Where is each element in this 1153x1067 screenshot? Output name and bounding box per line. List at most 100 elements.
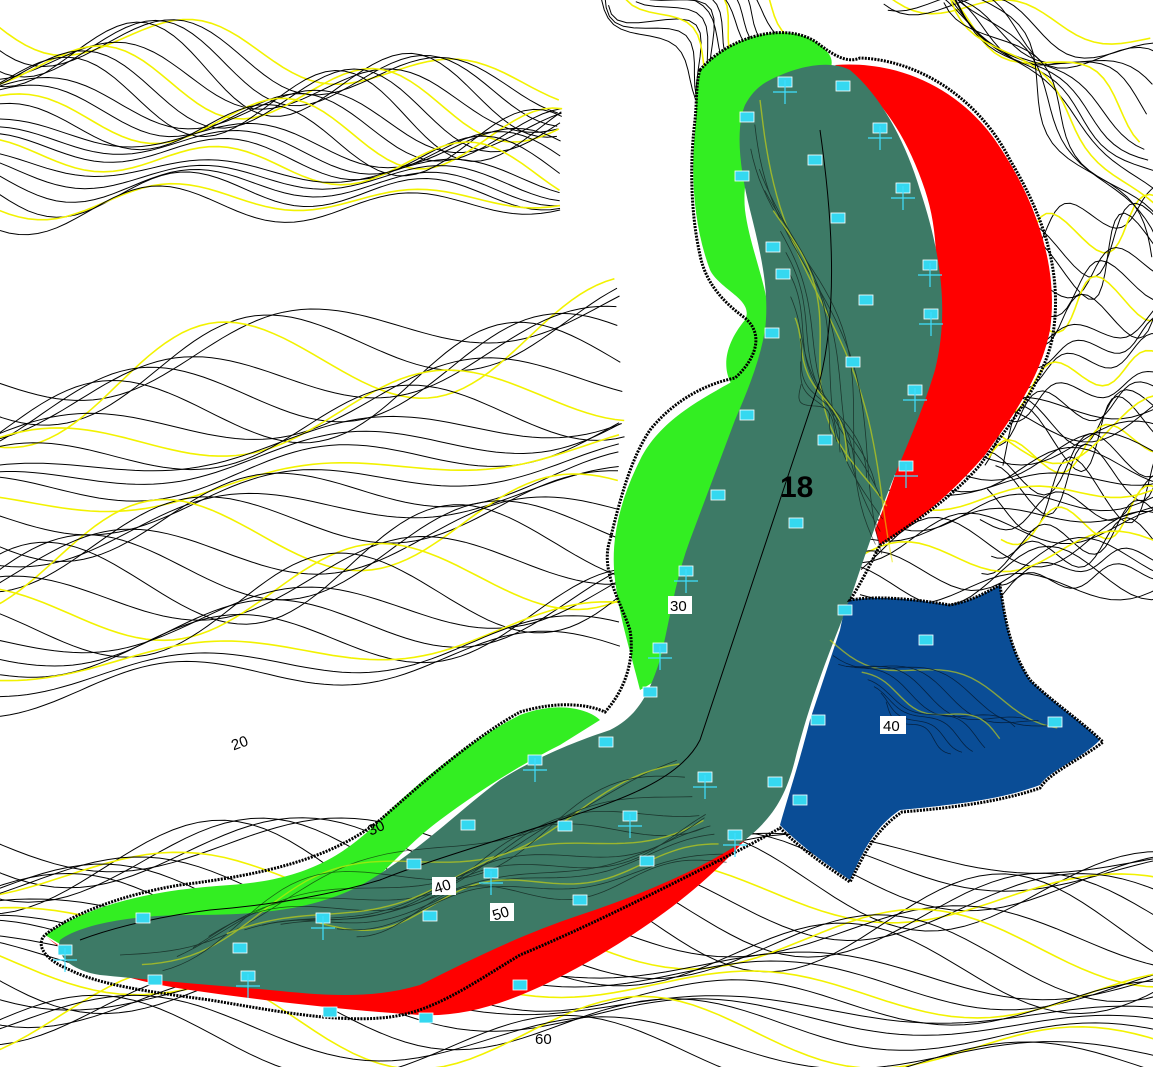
contour-line-minor xyxy=(873,686,973,752)
survey-marker xyxy=(639,855,655,867)
contour-label-30-upper: 30 xyxy=(668,596,692,615)
survey-marker xyxy=(858,294,874,306)
contour-line-minor xyxy=(867,679,986,749)
contour-line-minor xyxy=(800,361,838,442)
contour-line-minor xyxy=(772,210,888,507)
contour-line-minor xyxy=(226,819,704,935)
survey-marker xyxy=(817,434,833,446)
svg-text:20: 20 xyxy=(229,733,250,755)
contour-line-major xyxy=(950,0,1153,204)
survey-marker xyxy=(792,794,808,806)
contour-line-minor xyxy=(0,570,618,667)
survey-marker xyxy=(764,327,780,339)
contour-line-major xyxy=(0,600,619,682)
contour-label-20: 20 xyxy=(229,733,250,755)
contour-line-minor xyxy=(0,451,619,562)
contour-line-minor xyxy=(1001,370,1153,423)
contour-line-major xyxy=(0,93,563,170)
contour-line-minor xyxy=(0,321,621,444)
contour-line-minor xyxy=(991,499,1153,559)
contour-line-minor xyxy=(0,295,620,401)
contour-line-minor xyxy=(829,639,1058,729)
contour-line-minor xyxy=(119,760,677,956)
contour-line-minor xyxy=(994,381,1153,446)
survey-marker xyxy=(739,111,755,123)
survey-marker xyxy=(572,894,588,906)
contour-line-minor xyxy=(883,0,1153,59)
contour-line-major xyxy=(0,277,615,449)
survey-marker xyxy=(135,912,151,924)
svg-text:30: 30 xyxy=(365,817,387,839)
contour-line-minor xyxy=(0,535,623,621)
survey-markers xyxy=(53,76,1063,1024)
contour-line-major xyxy=(0,542,624,642)
contour-line-minor xyxy=(976,433,1153,496)
survey-marker xyxy=(767,776,783,788)
contour-line-minor xyxy=(0,504,624,625)
contour-line-minor xyxy=(759,99,894,563)
contour-line-minor xyxy=(860,511,1153,570)
contour-line-minor xyxy=(798,384,832,434)
contour-line-minor xyxy=(0,443,619,536)
contour-line-minor xyxy=(957,0,1153,233)
survey-marker xyxy=(322,1006,338,1018)
inner-contours xyxy=(119,99,1058,972)
contour-line-minor xyxy=(1001,547,1153,586)
contour-line-minor xyxy=(162,775,685,972)
contour-line-major xyxy=(891,0,1151,45)
svg-text:60: 60 xyxy=(535,1031,552,1048)
survey-marker xyxy=(734,170,750,182)
contour-line-minor xyxy=(943,2,1153,213)
contour-line-minor xyxy=(0,630,621,717)
contour-line-minor xyxy=(0,162,560,202)
contour-line-minor xyxy=(0,994,1144,1067)
contour-line-minor xyxy=(0,579,620,654)
contour-line-major xyxy=(0,434,620,513)
survey-marker xyxy=(837,604,853,616)
contour-line-minor xyxy=(0,19,559,114)
contour-line-minor xyxy=(0,171,561,218)
dark-green-floor xyxy=(59,64,943,995)
contour-line-minor xyxy=(880,692,963,753)
contour-line-minor xyxy=(954,0,1153,189)
survey-marker xyxy=(788,517,804,529)
green-fill-zone-southwest xyxy=(45,707,600,950)
survey-marker xyxy=(710,489,726,501)
svg-text:50: 50 xyxy=(490,903,511,924)
contour-line-major xyxy=(0,182,561,221)
svg-text:40: 40 xyxy=(432,876,453,897)
contour-line-minor xyxy=(858,545,1153,607)
survey-marker xyxy=(598,736,614,748)
survey-marker xyxy=(512,979,528,991)
contour-line-minor xyxy=(859,493,1153,532)
contour-line-major xyxy=(1000,484,1153,546)
contour-line-minor xyxy=(887,0,1153,69)
contour-line-minor xyxy=(0,423,621,485)
survey-marker xyxy=(775,268,791,280)
contour-line-minor xyxy=(754,124,883,555)
contour-line-minor xyxy=(861,509,1153,564)
contour-line-minor xyxy=(0,102,563,177)
contour-line-minor xyxy=(861,671,1001,740)
contour-line-minor xyxy=(0,185,561,236)
contour-line-minor xyxy=(356,859,727,938)
contour-line-minor xyxy=(860,506,1153,542)
contour-line-minor xyxy=(0,615,620,698)
survey-marker xyxy=(642,686,658,698)
contour-line-minor xyxy=(780,231,881,497)
survey-marker xyxy=(557,820,573,832)
survey-marker xyxy=(418,1012,434,1024)
contour-line-minor xyxy=(854,667,1016,728)
contour-line-major xyxy=(988,423,1153,474)
contour-line-minor xyxy=(0,133,560,181)
project-boundary xyxy=(39,31,1106,1021)
contour-line-major xyxy=(859,530,1153,573)
survey-marker xyxy=(1047,716,1063,728)
green-fill-zone-north xyxy=(693,32,832,411)
contour-line-major xyxy=(0,369,625,457)
red-cut-zone-east xyxy=(835,64,1052,546)
contour-line-minor xyxy=(789,273,867,478)
survey-marker xyxy=(232,942,248,954)
contour-line-minor xyxy=(764,190,884,520)
contour-line-minor xyxy=(799,338,841,453)
